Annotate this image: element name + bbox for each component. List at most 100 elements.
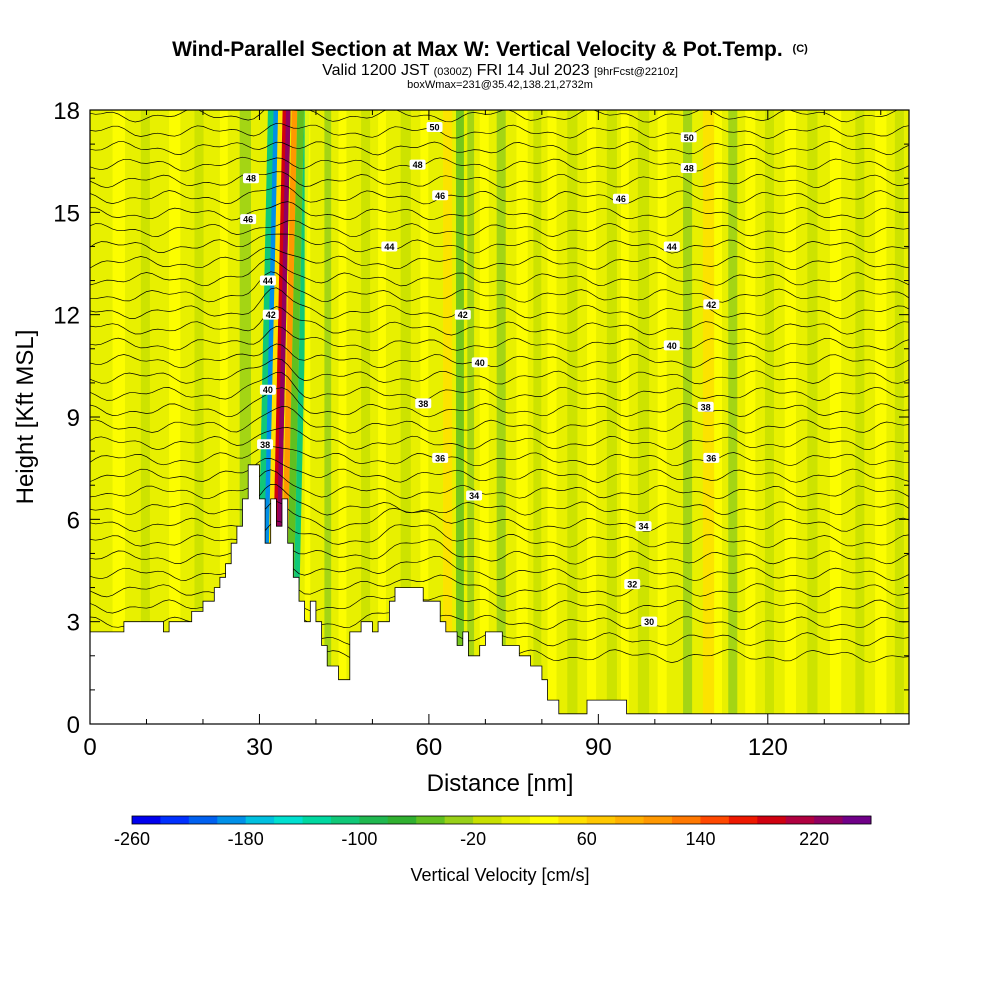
contour-label-23: 34 — [639, 522, 649, 532]
colorbar-swatch-3 — [217, 816, 247, 824]
chart-subtitle-2: boxWmax=231@35.42,138.21,2732m — [407, 79, 593, 91]
plot-area — [90, 110, 909, 724]
theta-line-24 — [90, 247, 909, 270]
w-band-21 — [420, 110, 429, 724]
x-tick-label-3: 90 — [585, 734, 612, 761]
contour-label-bg-12 — [262, 309, 279, 320]
w-band-29 — [547, 110, 557, 724]
contour-label-21: 36 — [706, 453, 716, 463]
theta-line-7 — [90, 520, 909, 549]
colorbar-swatch-21 — [728, 816, 758, 824]
contour-label-bg-6 — [432, 190, 449, 201]
theta-line-16 — [90, 371, 909, 401]
theta-line-22 — [90, 271, 909, 303]
contour-label-bg-15 — [259, 384, 276, 395]
terrain — [90, 464, 909, 724]
contour-label-bg-2 — [409, 159, 426, 170]
theta-line-14 — [90, 406, 909, 434]
contour-label-bg-11 — [454, 309, 471, 320]
w-band-19 — [378, 110, 386, 724]
w-band-46 — [875, 110, 887, 724]
contour-label-25: 30 — [644, 617, 654, 627]
contour-label-bg-19 — [697, 401, 714, 412]
contour-label-9: 44 — [263, 276, 273, 286]
contour-label-bg-22 — [466, 490, 483, 501]
contour-label-bg-3 — [680, 162, 697, 173]
y-tick-label-6: 18 — [53, 98, 80, 125]
colorbar-swatch-24 — [814, 816, 844, 824]
colorbar-swatch-22 — [757, 816, 787, 824]
w-band-34 — [637, 110, 650, 724]
subtitle-utc-time: (0300Z) — [434, 66, 473, 78]
contour-label-2: 48 — [413, 160, 423, 170]
y-tick-label-0: 0 — [67, 712, 80, 739]
contour-labels: 50 50 48 48 48 46 46 46 44 44 44 42 42 42 40 40 40 38 38 38… — [240, 122, 720, 627]
colorbar: -260 -180 -100 -20 60 140 220 — [114, 815, 872, 849]
theta-line-9 — [90, 484, 909, 516]
contour-label-bg-20 — [432, 452, 449, 463]
contour-label-bg-7 — [612, 193, 629, 204]
w-band-16 — [324, 110, 332, 724]
contour-label-8: 44 — [384, 242, 394, 252]
w-band-31 — [587, 110, 597, 724]
w-band-15 — [112, 110, 126, 724]
theta-line-25 — [90, 233, 909, 254]
w-band-22 — [443, 110, 453, 724]
theta-line-20 — [90, 306, 909, 336]
theta-line-13 — [90, 427, 909, 451]
theta-line-28 — [90, 185, 909, 205]
w-band-39 — [728, 110, 738, 724]
w-band-12 — [194, 110, 204, 724]
w-band-28 — [533, 110, 542, 724]
contour-label-bg-14 — [471, 357, 488, 368]
theta-line-32 — [90, 122, 909, 139]
colorbar-swatch-2 — [188, 816, 218, 824]
contour-label-bg-9 — [259, 275, 276, 286]
theta-line-31 — [90, 141, 909, 156]
contour-label-bg-10 — [663, 241, 680, 252]
contour-label-20: 36 — [435, 453, 445, 463]
theta-line-30 — [90, 156, 909, 172]
contour-label-bg-25 — [641, 616, 658, 627]
subtitle-valid-time: Valid 1200 JST — [322, 62, 430, 79]
theta-line-12 — [90, 445, 909, 467]
theta-line-23 — [90, 258, 909, 287]
w-band-20 — [400, 110, 411, 724]
contour-label-bg-18 — [257, 439, 274, 450]
colorbar-swatch-13 — [501, 816, 531, 824]
subtitle-forecast: [9hrFcst@2210z] — [594, 66, 678, 78]
colorbar-tick-label-3: -20 — [460, 829, 486, 849]
colorbar-swatch-9 — [387, 816, 417, 824]
w-band-30 — [567, 110, 578, 724]
contour-label-bg-8 — [381, 241, 398, 252]
w-band-36 — [683, 110, 693, 724]
colorbar-swatch-23 — [785, 816, 815, 824]
w-band-33 — [620, 110, 629, 724]
w-band-13 — [169, 110, 181, 724]
w-band-43 — [807, 110, 818, 724]
contour-label-0: 50 — [430, 123, 440, 133]
contour-label-bg-5 — [240, 214, 257, 225]
theta-line-19 — [90, 325, 909, 352]
colorbar-swatch-6 — [302, 816, 332, 824]
colorbar-swatch-4 — [245, 816, 275, 824]
contour-label-6: 46 — [435, 191, 445, 201]
contour-label-18: 38 — [260, 440, 270, 450]
colorbar-swatch-18 — [643, 816, 673, 824]
contour-label-4: 48 — [246, 174, 256, 184]
colorbar-swatch-1 — [160, 816, 190, 824]
contour-label-14: 40 — [475, 358, 485, 368]
w-band-24 — [467, 110, 475, 724]
w-band-40 — [745, 110, 756, 724]
w-band-17 — [338, 110, 347, 724]
w-band-42 — [784, 110, 797, 724]
w-band-9 — [304, 110, 311, 724]
theta-line-27 — [90, 201, 909, 221]
contour-label-17: 38 — [418, 399, 428, 409]
contour-label-5: 46 — [243, 215, 253, 225]
w-band-27 — [516, 110, 528, 724]
contour-label-bg-16 — [663, 340, 680, 351]
w-band-37 — [702, 110, 715, 724]
contour-label-bg-23 — [635, 521, 652, 532]
